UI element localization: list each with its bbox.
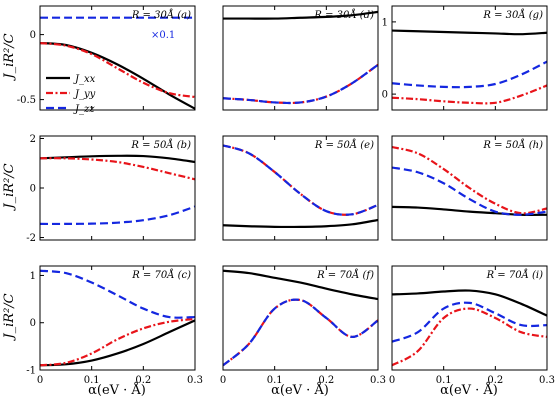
- x-tick-label-f-1: 0.1: [267, 375, 283, 386]
- series-line-jxx-b: [40, 154, 195, 164]
- panel-title-i: R = 70Å (i): [486, 269, 543, 281]
- axes-frame-e: [222, 135, 379, 241]
- panel-title-h: R = 50Å (h): [482, 139, 543, 151]
- x-tick-label-f-0: 0: [220, 375, 226, 386]
- series-line-jxx-f: [223, 269, 378, 301]
- panel-d: R = 30Å (d): [222, 5, 379, 111]
- axes-frame-h: [391, 135, 548, 241]
- panel-c: 0 0.1 0.2 0.310-1R = 70Å (c): [26, 265, 203, 386]
- x-tick-label-f-2: 0.2: [318, 375, 334, 386]
- panel-title-a: R = 30Å (a): [131, 9, 191, 21]
- y-tick-label-g-0: 0: [382, 90, 388, 101]
- series-line-jzz-d: [223, 63, 378, 105]
- legend-label-jxx: J_xx: [73, 74, 96, 85]
- axes-frame-b: [39, 135, 196, 241]
- x-axis-label-col2: α(eV · Å): [271, 382, 329, 398]
- y-tick-label-g-1: 1: [382, 17, 388, 28]
- series-line-jyy-a: [40, 41, 195, 99]
- axes-frame-c: [39, 265, 196, 371]
- panel-title-f: R = 70Å (f): [316, 269, 374, 281]
- panel-title-c: R = 70Å (c): [131, 269, 191, 281]
- x-tick-label-c-0: 0: [37, 375, 43, 386]
- series-line-jyy-d: [223, 63, 378, 105]
- panel-e: R = 50Å (e): [222, 135, 379, 241]
- series-line-jxx-a: [40, 41, 195, 110]
- axes-frame-d: [222, 5, 379, 111]
- y-tick-label-c-1: 0: [30, 318, 36, 329]
- panel-grid: 0 -0.5 R = 30Å (a) R = 30Å (d) 0 1 R = 30Å (g)…: [17, 5, 555, 386]
- panel-title-d: R = 30Å (d): [313, 9, 374, 21]
- legend-label-jyy: J_yy: [73, 89, 96, 100]
- panel-g: 0 1 R = 30Å (g): [382, 5, 548, 111]
- series-line-jxx-g: [392, 29, 547, 36]
- series-line-jzz-c: [40, 269, 195, 319]
- series-line-jyy-i: [392, 307, 547, 367]
- series-line-jyy-b: [40, 157, 195, 181]
- panel-b: 2 0 -2 R = 50Å (b): [26, 134, 196, 244]
- panel-a: 0 -0.5 R = 30Å (a): [17, 5, 196, 111]
- y-axis-label-row3: J_iR²/C: [2, 293, 17, 341]
- y-tick-label-a-1: -0.5: [17, 95, 36, 106]
- panel-title-g: R = 30Å (g): [482, 9, 543, 21]
- y-tick-label-c-2: -1: [26, 366, 36, 377]
- series-line-jyy-e: [223, 144, 378, 216]
- axes-frame-i: [391, 265, 548, 371]
- series-line-jzz-g: [392, 60, 547, 89]
- series-line-jzz-i: [392, 301, 547, 343]
- x-axis-label-col3: α(eV · Å): [440, 382, 498, 398]
- y-tick-label-a-0: 0: [30, 30, 36, 41]
- series-line-jzz-e: [223, 144, 378, 216]
- y-tick-label-c-0: 1: [30, 271, 36, 282]
- series-line-jxx-c: [40, 319, 195, 367]
- series-line-jyy-h: [392, 145, 547, 215]
- y-axis-label-row2: J_iR²/C: [2, 163, 17, 211]
- series-line-jyy-g: [392, 84, 547, 105]
- x-tick-label-i-1: 0.1: [436, 375, 452, 386]
- y-tick-label-b-2: -2: [26, 233, 36, 244]
- y-axis-label-row1: J_iR²/C: [2, 33, 17, 81]
- panel-f: 0 0.1 0.2 0.3 R = 70Å (f): [220, 265, 386, 386]
- series-line-jyy-f: [223, 298, 378, 367]
- series-line-jxx-d: [223, 10, 378, 20]
- x-tick-label-i-0: 0: [389, 375, 395, 386]
- panel-title-e: R = 50Å (e): [314, 139, 374, 151]
- panel-h: R = 50Å (h): [391, 135, 548, 241]
- x-tick-label-f-3: 0.3: [370, 375, 386, 386]
- legend: J_xx J_yy J_zz: [46, 74, 96, 115]
- axes-frame-g: [391, 5, 548, 111]
- scale-note: ×0.1: [151, 30, 175, 41]
- y-tick-label-b-0: 2: [30, 134, 36, 145]
- series-line-jzz-f: [223, 298, 378, 367]
- y-tick-label-b-1: 0: [30, 184, 36, 195]
- axes-frame-f: [222, 265, 379, 371]
- panel-title-b: R = 50Å (b): [130, 139, 191, 151]
- x-tick-label-c-3: 0.3: [187, 375, 203, 386]
- x-tick-label-c-2: 0.2: [135, 375, 151, 386]
- series-line-jzz-b: [40, 205, 195, 226]
- x-tick-label-i-3: 0.3: [539, 375, 555, 386]
- axes-frame-a: [39, 5, 196, 111]
- panel-i: 0 0.1 0.2 0.3 R = 70Å (i): [389, 265, 555, 386]
- x-tick-label-i-2: 0.2: [487, 375, 503, 386]
- series-line-jzz-h: [392, 166, 547, 216]
- series-line-jyy-c: [40, 317, 195, 367]
- series-line-jxx-e: [223, 218, 378, 229]
- x-tick-label-c-1: 0.1: [84, 375, 100, 386]
- series-line-jxx-i: [392, 289, 547, 317]
- legend-label-jzz: J_zz: [73, 104, 95, 115]
- x-axis-label-col1: α(eV · Å): [88, 382, 146, 398]
